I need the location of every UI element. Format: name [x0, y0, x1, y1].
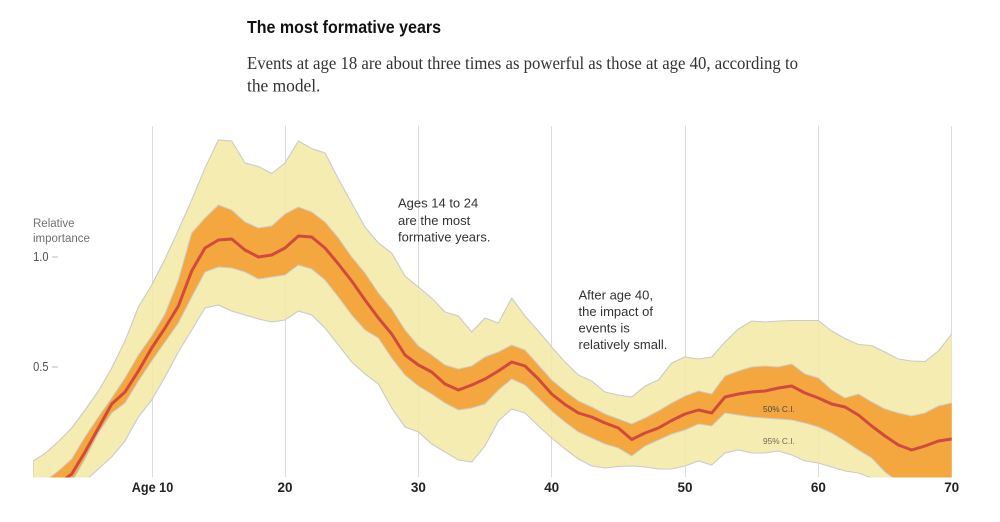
svg-text:60: 60 — [811, 479, 826, 495]
svg-text:importance: importance — [33, 233, 90, 245]
svg-text:After age 40,: After age 40, — [579, 288, 653, 303]
svg-text:the impact of: the impact of — [579, 304, 654, 319]
svg-text:The most formative years: The most formative years — [247, 17, 441, 37]
svg-text:relatively small.: relatively small. — [579, 337, 668, 352]
svg-text:30: 30 — [411, 479, 426, 495]
svg-text:50% C.I.: 50% C.I. — [763, 404, 795, 414]
svg-text:20: 20 — [278, 479, 293, 495]
svg-text:events is: events is — [579, 321, 631, 336]
svg-text:Ages 14 to 24: Ages 14 to 24 — [398, 196, 478, 211]
svg-text:Age 10: Age 10 — [132, 479, 174, 495]
svg-text:1.0: 1.0 — [33, 249, 48, 264]
svg-text:Events at age 18 are about thr: Events at age 18 are about three times a… — [247, 53, 798, 73]
svg-text:Relative: Relative — [33, 218, 75, 230]
svg-text:70: 70 — [944, 479, 959, 495]
svg-text:40: 40 — [544, 479, 559, 495]
svg-text:the model.: the model. — [247, 76, 320, 96]
svg-text:are the most: are the most — [398, 213, 471, 228]
svg-text:50: 50 — [678, 479, 693, 495]
svg-text:95% C.I.: 95% C.I. — [763, 436, 795, 446]
svg-text:0.5: 0.5 — [33, 359, 48, 374]
svg-text:formative years.: formative years. — [398, 230, 490, 245]
